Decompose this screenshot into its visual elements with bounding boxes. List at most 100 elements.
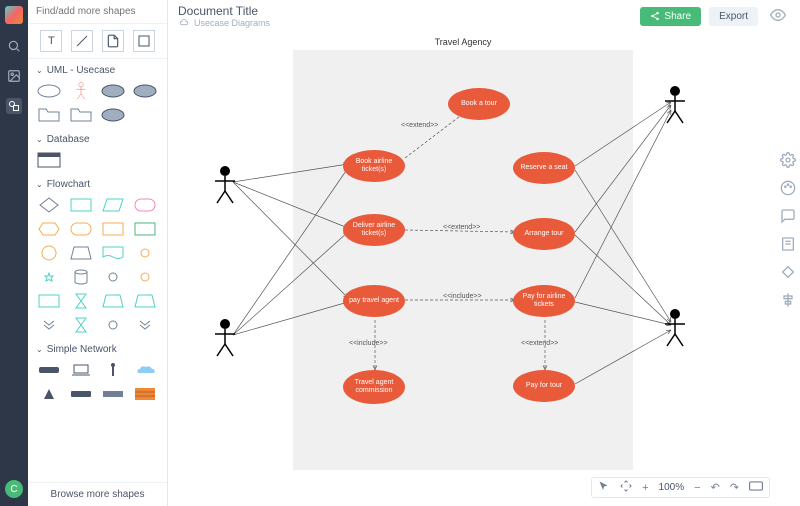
shape-flow-3[interactable] (132, 196, 158, 214)
shape-flow-16[interactable] (36, 292, 62, 310)
category-network: ⌄Simple Network (28, 338, 167, 407)
shape-flow-20[interactable] (36, 316, 62, 334)
shape-uml-2[interactable] (100, 82, 126, 100)
category-flowchart-header[interactable]: ⌄Flowchart (36, 179, 159, 190)
actor-a3[interactable] (663, 85, 687, 125)
shape-flow-11[interactable] (132, 244, 158, 262)
shape-uml-3[interactable] (132, 82, 158, 100)
shape-flow-21[interactable] (68, 316, 94, 334)
align-icon[interactable] (780, 292, 796, 308)
shape-flow-22[interactable] (100, 316, 126, 334)
browse-more-shapes[interactable]: Browse more shapes (28, 482, 167, 506)
shape-net-2[interactable] (68, 361, 94, 379)
usecase-arrange[interactable]: Arrange tour (513, 218, 575, 250)
share-button[interactable]: Share (640, 7, 701, 26)
edge-label: <<include>> (443, 293, 482, 300)
shape-flow-12[interactable] (36, 268, 62, 286)
document-title[interactable]: Document Title (178, 4, 632, 18)
shape-flow-18[interactable] (100, 292, 126, 310)
shape-flow-4[interactable] (36, 220, 62, 238)
line-tool[interactable] (71, 30, 93, 52)
preview-icon[interactable] (766, 7, 790, 26)
category-uml-header[interactable]: ⌄UML - Usecase (36, 65, 159, 76)
actor-a4[interactable] (663, 308, 687, 348)
shape-flow-13[interactable] (68, 268, 94, 286)
text-tool[interactable]: T (40, 30, 62, 52)
tag-icon[interactable] (780, 264, 796, 280)
zoom-level[interactable]: 100% (659, 482, 685, 493)
app-logo[interactable] (5, 6, 23, 24)
export-button[interactable]: Export (709, 7, 758, 26)
shape-flow-19[interactable] (132, 292, 158, 310)
shape-flow-6[interactable] (100, 220, 126, 238)
rect-tool[interactable] (133, 30, 155, 52)
edge-label: <<extend>> (443, 224, 480, 231)
notes-icon[interactable] (780, 236, 796, 252)
image-nav-icon[interactable] (6, 68, 22, 84)
actor-a2[interactable] (213, 318, 237, 358)
category-database-header[interactable]: ⌄Database (36, 134, 159, 145)
category-label: Simple Network (47, 344, 117, 355)
page-tool[interactable] (102, 30, 124, 52)
pointer-tool-icon[interactable] (598, 480, 610, 495)
shape-flow-17[interactable] (68, 292, 94, 310)
shape-flow-7[interactable] (132, 220, 158, 238)
shape-flow-10[interactable] (100, 244, 126, 262)
right-toolbar (776, 152, 800, 308)
usecase-reserve[interactable]: Reserve a seat (513, 152, 575, 184)
shape-uml-1[interactable] (68, 82, 94, 100)
usecase-commission[interactable]: Travel agent commission (343, 370, 405, 404)
shape-net-4[interactable] (132, 361, 158, 379)
left-nav-bar: C (0, 0, 28, 506)
zoom-out-icon[interactable]: − (694, 482, 700, 494)
comment-icon[interactable] (780, 208, 796, 224)
shape-flow-9[interactable] (68, 244, 94, 262)
user-avatar[interactable]: C (5, 480, 23, 498)
diagram-title: Travel Agency (293, 34, 633, 50)
diagram-edges (193, 50, 693, 490)
shape-flow-8[interactable] (36, 244, 62, 262)
shape-flow-23[interactable] (132, 316, 158, 334)
usecase-pay_tour[interactable]: Pay for tour (513, 370, 575, 402)
shape-uml-4[interactable] (36, 106, 62, 124)
shape-flow-5[interactable] (68, 220, 94, 238)
header: Document Title Usecase Diagrams Share Ex… (168, 0, 800, 32)
shape-net-3[interactable] (100, 361, 126, 379)
shape-flow-1[interactable] (68, 196, 94, 214)
usecase-deliver[interactable]: Deliver airline ticket(s) (343, 214, 405, 246)
shapes-nav-icon[interactable] (6, 98, 22, 114)
shape-db-table[interactable] (36, 151, 62, 169)
shape-search (28, 0, 167, 24)
usecase-pay_air[interactable]: Pay for airline tickets (513, 285, 575, 317)
shape-net-5[interactable] (36, 385, 62, 403)
shape-net-1[interactable] (36, 361, 62, 379)
shape-uml-5[interactable] (68, 106, 94, 124)
undo-icon[interactable]: ↶ (711, 481, 720, 494)
zoom-in-icon[interactable]: + (642, 482, 648, 494)
category-network-header[interactable]: ⌄Simple Network (36, 344, 159, 355)
shape-uml-6[interactable] (100, 106, 126, 124)
shape-search-input[interactable] (34, 4, 161, 19)
shape-flow-14[interactable] (100, 268, 126, 286)
document-subtitle: Usecase Diagrams (178, 18, 632, 28)
redo-icon[interactable]: ↷ (730, 481, 739, 494)
shape-net-8[interactable] (132, 385, 158, 403)
usecase-book_tour[interactable]: Book a tour (448, 88, 510, 120)
keyboard-icon[interactable] (749, 481, 763, 494)
search-nav-icon[interactable] (6, 38, 22, 54)
palette-icon[interactable] (780, 180, 796, 196)
pan-tool-icon[interactable] (620, 480, 632, 495)
usecase-book_air[interactable]: Book airline ticket(s) (343, 150, 405, 182)
shape-net-7[interactable] (100, 385, 126, 403)
shape-uml-0[interactable] (36, 82, 62, 100)
usecase-pay_agent[interactable]: pay travel agent (343, 285, 405, 317)
diagram-frame[interactable]: Travel Agency Book a tourBook airline ti… (293, 50, 633, 470)
shape-flow-2[interactable] (100, 196, 126, 214)
category-flowchart: ⌄Flowchart (28, 173, 167, 338)
canvas[interactable]: Travel Agency Book a tour Book airline ti… (168, 32, 800, 506)
shape-flow-15[interactable] (132, 268, 158, 286)
settings-icon[interactable] (780, 152, 796, 168)
shape-net-6[interactable] (68, 385, 94, 403)
actor-a1[interactable] (213, 165, 237, 205)
shape-flow-0[interactable] (36, 196, 62, 214)
